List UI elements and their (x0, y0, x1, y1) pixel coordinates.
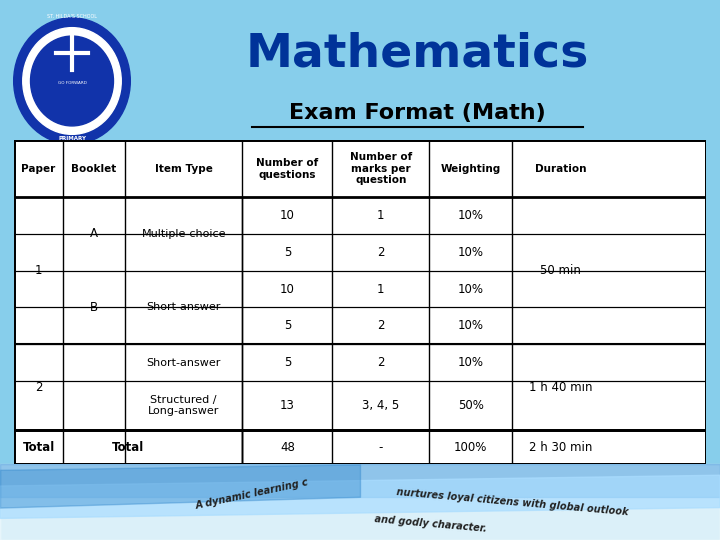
Text: 2: 2 (377, 319, 384, 332)
Circle shape (14, 18, 130, 144)
Text: Number of
marks per
question: Number of marks per question (350, 152, 412, 185)
Text: 10%: 10% (458, 246, 484, 259)
Text: PRIMARY: PRIMARY (58, 136, 86, 141)
Text: 5: 5 (284, 246, 291, 259)
Text: 1 h 40 min: 1 h 40 min (528, 381, 592, 394)
Text: Weighting: Weighting (441, 164, 500, 174)
Circle shape (30, 36, 114, 126)
Text: 10%: 10% (458, 209, 484, 222)
Text: A dynamic learning c: A dynamic learning c (194, 477, 310, 511)
Text: GO FORWARD: GO FORWARD (58, 81, 86, 85)
Text: 2: 2 (377, 356, 384, 369)
Text: A: A (90, 227, 98, 240)
Text: Multiple-choice: Multiple-choice (142, 229, 226, 239)
Text: Structured /
Long-answer: Structured / Long-answer (148, 395, 220, 416)
Text: Short-answer: Short-answer (147, 357, 221, 368)
Text: 10%: 10% (458, 319, 484, 332)
Text: 10: 10 (280, 282, 295, 295)
Text: Paper: Paper (22, 164, 55, 174)
Text: 3, 4, 5: 3, 4, 5 (362, 399, 400, 412)
Text: and godly character.: and godly character. (374, 514, 487, 534)
Circle shape (23, 28, 121, 134)
Text: -: - (379, 441, 383, 454)
Bar (14, 430, 243, 464)
Text: Total: Total (22, 441, 55, 454)
Text: 1: 1 (377, 209, 384, 222)
Text: 1: 1 (377, 282, 384, 295)
Text: Short-answer: Short-answer (147, 302, 221, 313)
Text: Item Type: Item Type (155, 164, 212, 174)
Text: Total: Total (112, 441, 145, 454)
Text: 10: 10 (280, 209, 295, 222)
Text: 50 min: 50 min (540, 264, 581, 277)
Text: 10%: 10% (458, 282, 484, 295)
Text: 2 h 30 min: 2 h 30 min (528, 441, 592, 454)
Text: Booklet: Booklet (71, 164, 117, 174)
Text: 50%: 50% (458, 399, 484, 412)
Text: 5: 5 (284, 319, 291, 332)
Text: Duration: Duration (535, 164, 586, 174)
Text: ST. HILDA'S SCHOOL: ST. HILDA'S SCHOOL (47, 14, 97, 19)
Bar (14, 140, 706, 197)
Text: 2: 2 (377, 246, 384, 259)
Text: nurtures loyal citizens with global outlook: nurtures loyal citizens with global outl… (396, 487, 629, 517)
Text: Mathematics: Mathematics (246, 31, 589, 77)
Text: 5: 5 (284, 356, 291, 369)
Text: 100%: 100% (454, 441, 487, 454)
Text: Exam Format (Math): Exam Format (Math) (289, 103, 546, 124)
Text: Number of
questions: Number of questions (256, 158, 318, 179)
Text: 2: 2 (35, 381, 42, 394)
Text: B: B (90, 301, 98, 314)
Text: 10%: 10% (458, 356, 484, 369)
Bar (0, 464, 720, 540)
Text: 13: 13 (280, 399, 295, 412)
Text: 1: 1 (35, 264, 42, 277)
Text: 48: 48 (280, 441, 295, 454)
